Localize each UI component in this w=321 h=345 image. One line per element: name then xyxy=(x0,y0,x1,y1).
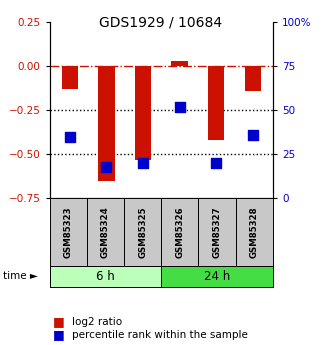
Text: GSM85325: GSM85325 xyxy=(138,206,147,258)
Text: GSM85327: GSM85327 xyxy=(213,206,221,258)
Point xyxy=(104,164,109,169)
Text: GSM85323: GSM85323 xyxy=(64,206,73,258)
Text: 24 h: 24 h xyxy=(204,270,230,283)
Text: time ►: time ► xyxy=(3,272,38,281)
Text: GSM85324: GSM85324 xyxy=(101,206,110,258)
Bar xyxy=(62,66,78,89)
Text: 6 h: 6 h xyxy=(96,270,115,283)
Text: ■: ■ xyxy=(53,328,65,341)
Point xyxy=(250,132,255,138)
Text: log2 ratio: log2 ratio xyxy=(72,317,122,326)
Bar xyxy=(245,66,261,91)
Text: GSM85326: GSM85326 xyxy=(175,206,184,258)
Point xyxy=(213,160,219,166)
Bar xyxy=(208,66,224,140)
Bar xyxy=(135,66,151,160)
Point xyxy=(177,104,182,110)
Text: percentile rank within the sample: percentile rank within the sample xyxy=(72,330,248,339)
Bar xyxy=(171,61,188,66)
Point xyxy=(67,134,73,139)
Text: GDS1929 / 10684: GDS1929 / 10684 xyxy=(99,16,222,30)
Bar xyxy=(98,66,115,181)
Text: ■: ■ xyxy=(53,315,65,328)
Point xyxy=(141,160,146,166)
Text: GSM85328: GSM85328 xyxy=(250,206,259,258)
